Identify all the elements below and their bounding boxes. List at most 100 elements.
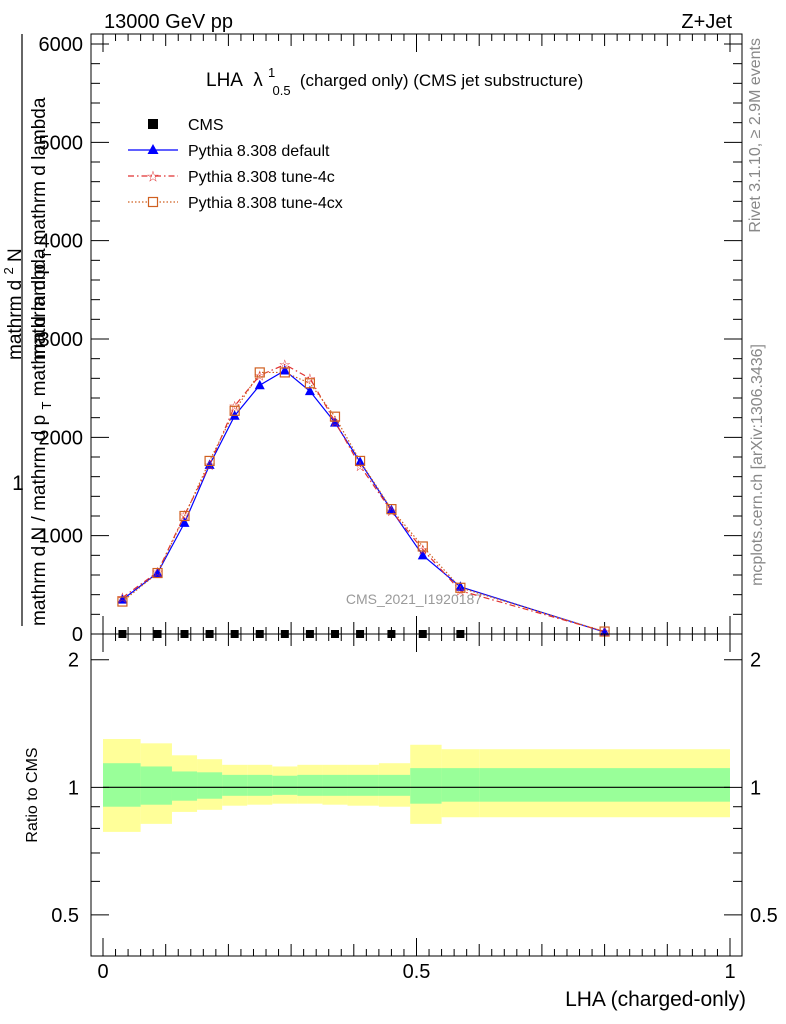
ratio-x-tick-label: 0.5 [403,961,431,983]
series-point-tune4cx [386,504,397,515]
ratio-inner-band [378,774,411,796]
main-y-tick-label: 3000 [39,329,84,351]
legend-default-label: Pythia 8.308 default [188,143,330,160]
legend-entry-default: Pythia 8.308 default [128,143,330,160]
ratio-y-tick-label-right: 0.5 [750,905,778,927]
title-lambda-sub: 0.5 [273,83,291,98]
header-energy-label: 13000 GeV pp [104,11,233,33]
ratio-inner-band [410,768,442,804]
legend-entry-tune4c: ☆ Pythia 8.308 tune-4c [128,169,335,186]
main-x-axis [102,34,731,634]
title-rest: (charged only) (CMS jet substructure) [300,71,583,90]
rivet-version-label: Rivet 3.1.10, ≥ 2.9M events [747,38,764,233]
ratio-inner-band [140,766,172,805]
series-point-default [455,581,466,591]
ratio-y-tick-label-left: 2 [68,650,79,672]
header-process-label: Z+Jet [681,11,732,33]
ratio-x-tick-label: 1 [724,961,735,983]
legend-tune4cx-label: Pythia 8.308 tune-4cx [188,195,343,212]
series-point-tune4cx [354,455,366,467]
series-point-default [117,594,128,604]
series-point-tune4c: ☆ [279,357,292,373]
title-lambda-sup: 1 [268,65,275,80]
legend-entry-tune4cx: Pythia 8.308 tune-4cx [128,195,343,212]
ratio-inner-band [441,768,480,802]
series-point-default [204,459,215,469]
series-point-default [355,456,366,466]
ratio-inner-band [322,774,348,796]
series-point-default [279,364,290,375]
ylabel-numerator-b: mathrm d 2 N [0,248,26,360]
ratio-x-axis: 0 0.5 1 [97,634,736,983]
series-point-tune4c: ☆ [454,583,467,599]
series-point-tune4c: ☆ [253,367,266,383]
ratio-bands-group [103,739,730,832]
series-point-default [417,549,428,560]
ratio-inner-band [103,763,141,807]
ratio-inner-band [297,774,323,796]
ratio-y-tick-label-right: 2 [750,650,761,672]
legend-tune4c-marker: ☆ [146,169,159,186]
series-point-tune4cx [204,455,215,467]
series-point-default [386,504,397,515]
ratio-inner-band [272,775,298,795]
ratio-y-tick-label-left: 1 [68,777,79,799]
ratio-y-tick-label-left: 0.5 [51,905,79,927]
ratio-panel: 0.5 0.51 12 2 0 0.5 1 [51,633,778,983]
legend-cms-marker [148,119,158,129]
series-point-tune4c: ☆ [385,503,398,519]
title-main: LHA [206,70,243,91]
title-lambda: λ [253,70,263,91]
main-y-tick-label: 5000 [39,132,84,154]
series-point-tune4cx [117,596,128,607]
ratio-inner-band [479,768,730,802]
x-axis-label: LHA (charged-only) [565,988,746,1011]
main-y-axis-label: 1 mathrm d N / mathrm d p T mathrm d lam… [0,34,56,626]
ratio-inner-band [247,774,273,796]
ratio-x-tick-label: 0 [97,961,108,983]
plot-title: LHA λ 1 0.5 (charged only) (CMS jet subs… [206,61,583,100]
ratio-inner-band [197,772,223,799]
series-point-tune4cx [455,582,466,593]
legend-tune4cx-marker [147,196,159,208]
main-panel: 0 1000 2000 3000 4000 5000 6000 CMS_2021_I1920… [39,33,743,646]
series-point-tune4cx [254,367,265,378]
main-y-tick-label: 6000 [39,34,84,56]
series-point-tune4cx [152,567,163,579]
ylabel-denominator-b: mathrm d p T mathrm d lambda [29,97,56,360]
series-line-2 [122,371,605,633]
series-point-tune4cx [304,378,316,389]
series-point-tune4cx [329,411,341,422]
ylabel-numerator-one: 1 [12,472,24,495]
series-point-default [329,417,340,427]
main-y-tick-label: 1000 [39,526,84,548]
legend-entry-cms: CMS [148,117,224,134]
main-series-group: ☆☆☆☆☆☆☆☆☆☆☆☆☆☆ [116,357,611,640]
series-point-tune4cx [179,510,190,522]
legend: CMS Pythia 8.308 default ☆ Pythia 8.308 … [128,117,343,212]
ratio-y-tick-label-right: 1 [750,777,761,799]
ylabel-denominator-a: mathrm d N / mathrm d p T mathrm d lambd… [29,248,56,626]
series-point-default [254,379,265,390]
series-point-tune4cx [229,405,240,416]
series-point-default [304,385,315,396]
series-point-default [152,567,163,578]
series-point-default [179,517,190,527]
legend-tune4c-label: Pythia 8.308 tune-4c [188,169,335,186]
series-point-tune4c: ☆ [416,541,429,557]
main-y-tick-label: 0 [72,624,83,646]
ratio-inner-band [347,774,379,796]
ratio-inner-band [222,774,248,796]
ratio-y-axis: 0.5 0.5 1 1 2 2 [51,650,778,957]
legend-default-marker [147,144,159,154]
main-y-tick-label: 4000 [39,231,84,253]
mcplots-credit-label: mcplots.cern.ch [arXiv:1306.3436] [749,344,766,586]
main-y-tick-label: 2000 [39,427,84,449]
series-point-tune4cx [279,367,290,378]
main-y-axis: 0 1000 2000 3000 4000 5000 6000 [39,34,742,646]
ratio-inner-band [171,771,198,801]
ratio-y-axis-label: Ratio to CMS [24,747,41,842]
analysis-watermark: CMS_2021_I1920187 [346,591,482,607]
series-point-tune4cx [417,541,428,552]
legend-cms-label: CMS [188,117,224,134]
